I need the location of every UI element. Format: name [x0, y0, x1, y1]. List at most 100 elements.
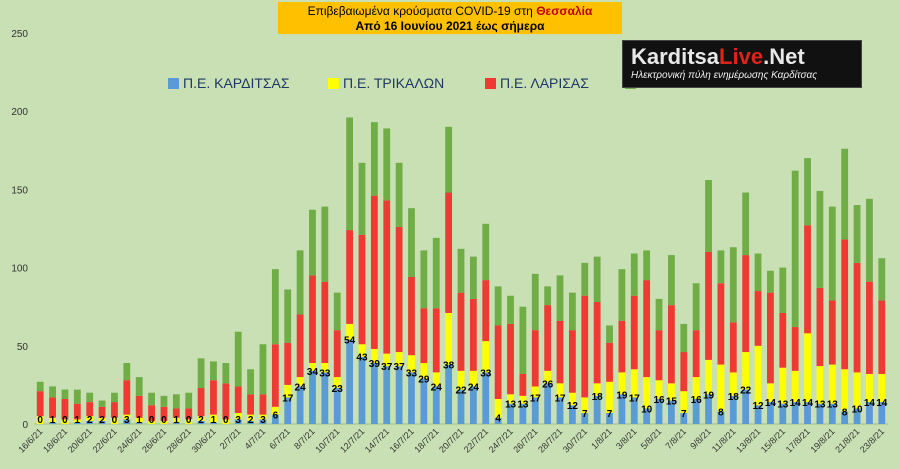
bar-segment — [742, 352, 750, 390]
x-tick-label: 19/8/21 — [808, 426, 836, 454]
bar-segment — [866, 402, 873, 424]
bar-segment — [729, 395, 737, 424]
logo-brand-c: .Net — [763, 44, 805, 69]
bar-segment — [469, 298, 477, 371]
bar-segment — [668, 255, 675, 306]
data-label: 12 — [567, 401, 579, 412]
bar-segment — [98, 400, 106, 407]
bar-segment — [630, 295, 638, 370]
data-label: 37 — [394, 362, 406, 373]
bar-segment — [333, 292, 341, 331]
bar-segment — [222, 363, 230, 384]
bar-segment — [767, 402, 774, 424]
data-label: 23 — [332, 384, 344, 395]
bar-segment — [271, 406, 279, 415]
bar-segment — [606, 342, 613, 382]
bar-segment — [160, 406, 168, 421]
bar-segment — [123, 380, 131, 415]
bar-segment — [296, 386, 304, 424]
data-label: 2 — [198, 415, 204, 426]
bar-segment — [98, 406, 106, 418]
bar-segment — [556, 275, 564, 321]
bar-segment — [507, 394, 514, 404]
bar-segment — [630, 253, 638, 296]
bar-segment — [111, 417, 118, 424]
bar-segment — [148, 420, 155, 424]
data-label: 29 — [418, 375, 430, 386]
bar-segment — [568, 330, 576, 393]
bar-segment — [395, 352, 403, 367]
bar-segment — [73, 422, 81, 424]
bar-segment — [544, 383, 552, 424]
bar-segment — [395, 366, 403, 424]
bar-segment — [680, 323, 688, 353]
data-label: 0 — [161, 415, 167, 426]
bar-segment — [73, 403, 81, 420]
data-label: 43 — [356, 353, 368, 364]
data-label: 16 — [691, 395, 703, 406]
logo-brand: KarditsaLive.Net — [631, 44, 805, 70]
bar-segment — [222, 419, 230, 424]
y-tick-label: 100 — [11, 264, 28, 275]
data-label: 1 — [75, 415, 81, 426]
bar-segment — [568, 405, 576, 424]
bar-segment — [804, 158, 811, 226]
data-label: 3 — [260, 415, 266, 426]
bar-segment — [655, 330, 663, 381]
bar-segment — [507, 323, 514, 395]
bar-segment — [234, 331, 242, 387]
data-label: 0 — [149, 415, 155, 426]
bar-segment — [309, 370, 316, 424]
data-label: 39 — [369, 359, 381, 370]
bar-segment — [135, 377, 143, 396]
bar-segment — [742, 192, 750, 256]
bar-segment — [457, 248, 465, 293]
bar-segment — [705, 251, 712, 360]
data-label: 33 — [319, 368, 331, 379]
bar-segment — [98, 417, 106, 421]
bar-segment — [581, 295, 589, 398]
bar-segment — [618, 394, 626, 424]
bar-segment — [791, 327, 799, 371]
bar-segment — [816, 403, 824, 424]
data-label: 2 — [87, 415, 93, 426]
data-label: 10 — [641, 404, 653, 415]
x-tick-label: 16/6/21 — [16, 426, 44, 454]
x-tick-label: 7/8/21 — [663, 426, 688, 451]
bar-segment — [593, 395, 601, 424]
bar-segment — [321, 206, 329, 282]
bar-segment — [395, 162, 403, 227]
bar-segment — [36, 416, 44, 424]
bar-segment — [49, 422, 56, 424]
chart-title: Επιβεβαιωμένα κρούσματα COVID-19 στη Θεσ… — [278, 4, 622, 19]
bar-segment — [742, 389, 750, 424]
bar-segment — [692, 330, 700, 378]
data-label: 8 — [718, 407, 724, 418]
bar-segment — [643, 377, 651, 409]
bar-segment — [36, 381, 44, 392]
bar-segment — [754, 345, 762, 406]
data-label: 16 — [653, 395, 665, 406]
x-tick-label: 14/7/21 — [363, 426, 391, 454]
bar-segment — [866, 198, 873, 282]
bar-segment — [61, 398, 69, 420]
bar-segment — [395, 226, 403, 353]
data-label: 17 — [554, 393, 566, 404]
data-label: 14 — [790, 398, 802, 409]
bar-segment — [346, 117, 354, 231]
data-label: 15 — [666, 397, 678, 408]
bar-segment — [853, 408, 861, 424]
bar-segment — [370, 122, 378, 196]
bar-segment — [185, 419, 193, 424]
bar-segment — [321, 363, 329, 373]
bar-segment — [804, 333, 811, 403]
bar-segment — [804, 225, 811, 334]
bar-segment — [358, 356, 366, 424]
bar-segment — [878, 373, 886, 403]
bar-segment — [49, 397, 56, 418]
bar-segment — [680, 413, 688, 424]
bar-segment — [86, 420, 94, 424]
data-label: 13 — [517, 400, 529, 411]
bar-segment — [346, 230, 354, 324]
bar-segment — [816, 287, 824, 367]
